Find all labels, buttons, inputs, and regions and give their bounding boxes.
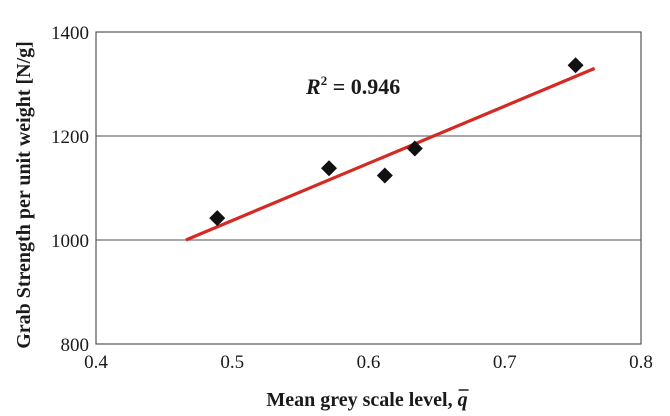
plot-area	[95, 31, 642, 345]
x-tick-0.4: 0.4	[84, 352, 108, 373]
y-tick-labels: 800 1000 1200 1400	[51, 23, 89, 356]
data-point-3	[376, 167, 393, 184]
x-tick-0.6: 0.6	[357, 352, 381, 373]
x-tick-0.8: 0.8	[629, 352, 653, 373]
x-tick-0.5: 0.5	[220, 352, 244, 373]
y-tick-1200: 1200	[51, 127, 89, 148]
data-point-4	[406, 140, 423, 157]
data-points	[209, 57, 584, 227]
data-point-1	[209, 210, 226, 227]
data-point-5	[567, 57, 584, 74]
r-squared-annotation: R2 = 0.946	[305, 73, 400, 99]
data-point-2	[320, 160, 337, 177]
trendline	[185, 66, 596, 242]
x-tick-0.7: 0.7	[493, 352, 517, 373]
grid-lines	[96, 135, 641, 241]
y-tick-1400: 1400	[51, 23, 89, 44]
y-tick-1000: 1000	[51, 231, 89, 252]
y-tick-800: 800	[61, 335, 90, 356]
x-tick-labels: 0.4 0.5 0.6 0.7 0.8	[84, 352, 653, 373]
y-axis-title: Grab Strength per unit weight [N/g]	[13, 41, 35, 349]
x-axis-title: Mean grey scale level, q	[266, 389, 467, 411]
trendline-group	[185, 66, 596, 242]
